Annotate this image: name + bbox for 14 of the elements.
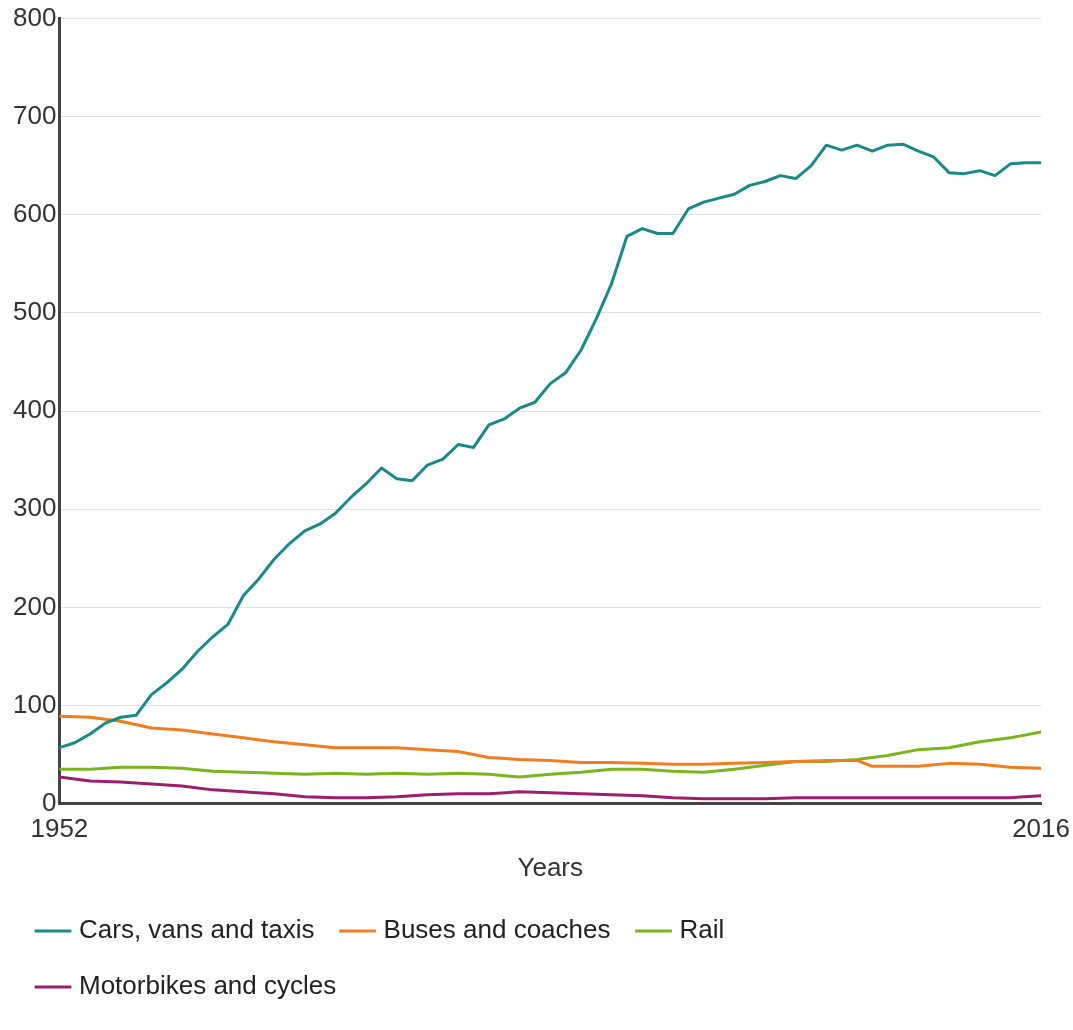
legend-label: Cars, vans and taxis bbox=[79, 914, 315, 945]
legend-label: Motorbikes and cycles bbox=[79, 970, 337, 1001]
y-tick-label: 500 bbox=[12, 296, 57, 327]
x-tick-label: 2016 bbox=[1012, 813, 1070, 844]
y-tick-label: 200 bbox=[12, 590, 57, 621]
y-tick-label: 100 bbox=[12, 688, 57, 719]
y-tick-label: 600 bbox=[12, 198, 57, 229]
legend-label: Rail bbox=[679, 914, 725, 945]
y-tick-label: 800 bbox=[12, 1, 57, 32]
y-tick-label: 300 bbox=[12, 492, 57, 523]
y-tick-label: 700 bbox=[12, 99, 57, 130]
x-axis-title: Years bbox=[517, 851, 583, 882]
legend-label: Buses and coaches bbox=[383, 914, 611, 945]
y-tick-label: 400 bbox=[12, 394, 57, 425]
